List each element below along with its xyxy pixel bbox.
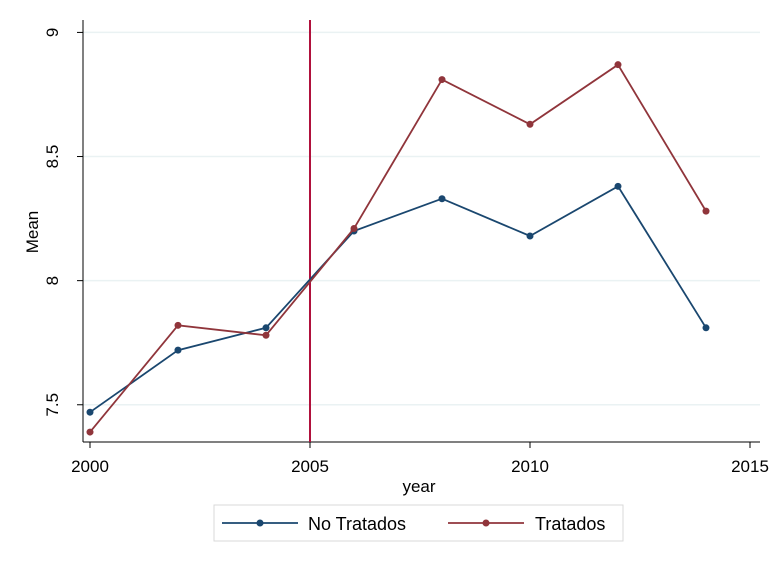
- y-axis-title: Mean: [23, 211, 42, 254]
- data-point: [526, 232, 534, 240]
- legend-label: No Tratados: [308, 514, 406, 534]
- series-2: [86, 61, 710, 436]
- legend-swatch-marker: [482, 519, 490, 527]
- data-point: [614, 61, 622, 69]
- x-ticks: 2000 2005 2010 2015: [71, 442, 769, 476]
- x-tick-label: 2005: [291, 457, 329, 476]
- data-point: [86, 428, 94, 436]
- x-tick-label: 2015: [731, 457, 769, 476]
- legend-item: Tratados: [448, 514, 605, 534]
- data-point: [262, 331, 270, 339]
- data-point: [614, 182, 622, 190]
- y-tick-label: 8.5: [43, 145, 62, 169]
- axes: [82, 20, 760, 443]
- data-point: [438, 76, 446, 84]
- legend-label: Tratados: [535, 514, 605, 534]
- data-point: [174, 321, 182, 329]
- series-line: [89, 185, 707, 413]
- y-tick-label: 9: [43, 28, 62, 37]
- data-point: [438, 195, 446, 203]
- series-line: [89, 63, 707, 433]
- data-point: [702, 324, 710, 332]
- y-ticks: 7.5 8 8.5 9: [43, 28, 83, 417]
- series-1: [86, 182, 710, 416]
- data-point: [86, 408, 94, 416]
- legend: No Tratados Tratados: [222, 514, 605, 534]
- y-tick-label: 8: [43, 276, 62, 285]
- data-point: [174, 346, 182, 354]
- x-tick-label: 2000: [71, 457, 109, 476]
- gridlines: [83, 31, 760, 406]
- y-tick-label: 7.5: [43, 393, 62, 417]
- data-point: [262, 324, 270, 332]
- x-axis-title: year: [402, 477, 435, 496]
- series-group: [86, 61, 710, 436]
- x-tick-label: 2010: [511, 457, 549, 476]
- data-point: [702, 207, 710, 215]
- legend-item: No Tratados: [222, 514, 406, 534]
- data-point: [350, 225, 358, 233]
- legend-swatch-marker: [256, 519, 264, 527]
- data-point: [526, 120, 534, 128]
